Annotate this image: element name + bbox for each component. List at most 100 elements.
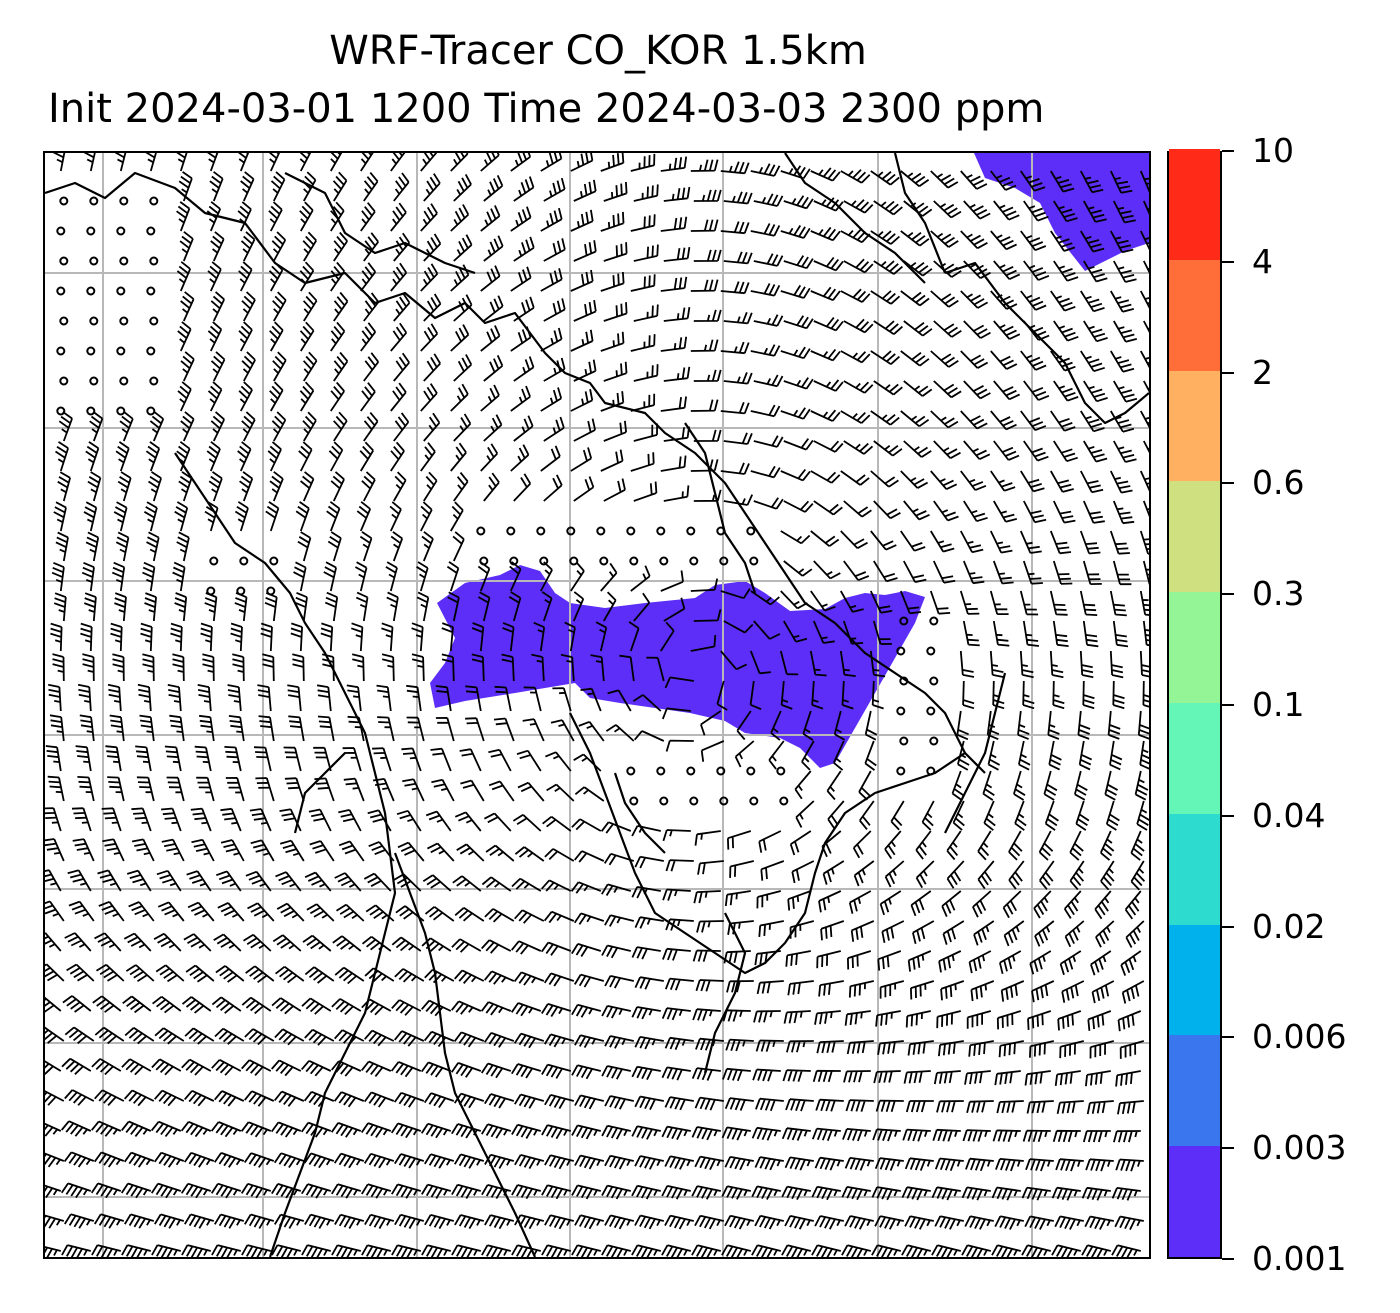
wind-barb [726,980,754,993]
wind-barb [573,476,595,502]
wind-barb [279,808,302,832]
wind-barb [933,1070,961,1085]
wind-barb [966,1100,994,1114]
wind-barb [406,684,422,712]
wind-barb [420,501,433,532]
wind-barb [124,1213,155,1229]
wind-barb [660,156,688,172]
wind-barb [603,361,628,382]
calm-wind-circle [59,316,69,326]
wind-barb [580,687,602,712]
wind-barb [424,906,455,922]
wind-barb [631,946,661,960]
wind-barb [514,1154,545,1170]
wind-barb [309,840,335,862]
wind-barb [423,173,441,202]
wind-barb [1111,1187,1141,1201]
wind-barb [780,530,811,545]
wind-barb [435,685,452,712]
wind-barb [360,202,376,232]
wind-barb [1113,320,1138,343]
wind-barb [601,944,632,959]
wind-barb [91,1058,122,1076]
wind-barb [813,379,844,392]
wind-barb [396,809,422,832]
wind-barb [174,592,188,622]
wind-barb [66,963,95,982]
wind-barb [933,320,962,338]
wind-barb [663,186,691,202]
wind-barb [810,470,841,484]
wind-barb [873,380,903,396]
wind-barb [480,384,500,412]
wind-barb [840,350,871,364]
calm-wind-circle [539,556,549,566]
wind-barb [450,324,470,352]
wind-barb [662,829,691,842]
colorbar-segment [1169,1034,1220,1147]
calm-wind-circle [629,556,639,566]
wind-barb [363,412,379,442]
wind-barb [364,1213,395,1229]
wind-barb [750,465,781,479]
wind-barb [1111,1244,1142,1257]
wind-barb [1080,230,1105,253]
wind-barb [758,830,782,853]
wind-barb [729,860,755,878]
calm-wind-circle [686,766,696,776]
wind-barb [386,591,399,622]
wind-barb [564,621,576,652]
wind-barb [393,352,410,382]
wind-barb [269,321,284,352]
wind-barb [630,393,656,412]
wind-barb [781,1244,812,1257]
wind-barb [840,530,868,549]
wind-barb [361,935,392,952]
wind-barb [422,874,452,892]
wind-barb [992,1129,1021,1142]
wind-barb [483,355,504,382]
wind-barb [783,377,814,390]
wind-barb [459,748,482,772]
wind-barb [481,1184,512,1200]
wind-barb [1020,230,1047,252]
wind-barb [661,1185,691,1200]
wind-barb [783,560,813,577]
wind-barb [483,295,504,322]
wind-barb [393,292,411,322]
calm-wind-circle [86,286,96,296]
wind-barb [239,471,254,502]
wind-barb [811,1244,842,1257]
wind-barb [1115,1158,1144,1172]
wind-barb [83,592,97,622]
wind-barb [1020,410,1047,432]
wind-barb [363,1152,395,1169]
wind-barb [253,746,272,772]
calm-wind-circle [689,556,699,566]
wind-barb [316,684,332,712]
wind-barb [1023,200,1049,222]
wind-barb [270,1121,302,1138]
wind-barb [334,1029,365,1047]
wind-barb [870,170,900,186]
wind-barb [604,1095,634,1110]
wind-barb [1083,440,1108,463]
wind-barb [1110,290,1135,313]
wind-barb [241,1059,272,1077]
wind-barb [45,900,65,922]
colorbar-segment [1169,370,1220,482]
wind-barb [722,1067,751,1082]
wind-barb [545,751,572,772]
wind-barb [122,995,152,1014]
wind-barb [510,326,532,352]
calm-wind-circle [686,526,696,536]
wind-barb [45,1090,65,1106]
calm-wind-circle [119,196,129,206]
wind-barb [91,1244,122,1257]
wind-barb [573,912,605,925]
wind-barb [377,716,395,742]
colorbar-tick [1222,371,1234,374]
wind-barb [544,1094,575,1110]
wind-barb [963,260,991,279]
colorbar-tick [1222,1147,1234,1150]
